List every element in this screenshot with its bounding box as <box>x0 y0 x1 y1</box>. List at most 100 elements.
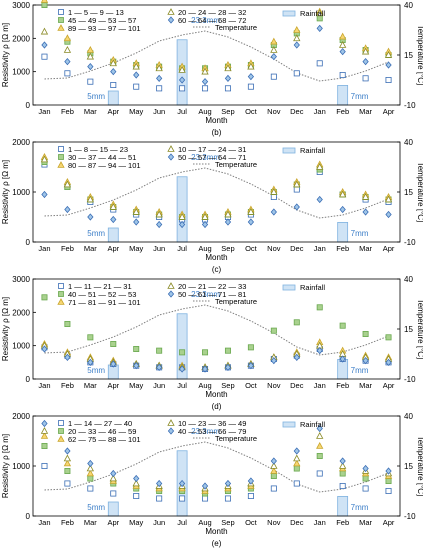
y2-tick-label: 15 <box>404 462 413 471</box>
rainfall-bar <box>337 495 349 517</box>
data-point <box>293 186 300 193</box>
x-tick-label: May <box>129 381 143 390</box>
data-point <box>86 195 95 203</box>
x-tick-label: Apr <box>383 518 395 527</box>
legend-label: 1 — 8 — 15 — 23 <box>68 145 128 154</box>
data-point <box>86 45 95 53</box>
legend-rainfall-label: Rainfall <box>300 9 325 18</box>
x-tick-label: Mar <box>84 381 97 390</box>
data-point <box>224 85 231 92</box>
data-point <box>224 347 231 354</box>
data-point <box>87 334 94 341</box>
rainfall-label-low-2: 7mm <box>351 366 369 375</box>
data-point <box>156 479 163 488</box>
legend-marker <box>58 17 64 23</box>
data-point <box>41 41 48 49</box>
x-tick-label: May <box>129 518 143 527</box>
legend-label: 30 — 37 — 44 — 51 <box>68 153 136 162</box>
data-point <box>362 208 369 216</box>
data-point <box>316 24 323 32</box>
left-axis-label: Resistivity ρ [Ω m] <box>1 23 10 87</box>
data-point <box>63 454 72 462</box>
rainfall-bar <box>107 501 119 517</box>
data-point <box>179 495 186 502</box>
data-point <box>156 363 163 371</box>
data-point <box>132 62 140 70</box>
data-point <box>41 345 48 353</box>
x-axis-label: Month <box>205 527 227 536</box>
data-point <box>110 68 117 76</box>
x-tick-label: Apr <box>107 381 119 390</box>
x-tick-label: Sep <box>221 518 234 527</box>
x-axis-label: Month <box>205 253 227 262</box>
data-point <box>86 464 95 472</box>
data-point <box>270 485 277 492</box>
data-point <box>224 210 232 218</box>
legend-label: 1 — 5 — 9 — 13 <box>68 8 124 17</box>
data-point <box>384 50 393 58</box>
data-point <box>178 65 186 73</box>
legend-marker <box>58 283 64 289</box>
x-tick-label: Jun <box>153 381 165 390</box>
data-point <box>132 207 140 215</box>
data-point <box>247 83 254 90</box>
x-tick-label: Nov <box>267 107 281 116</box>
legend-temperature-label: Temperature <box>215 297 257 306</box>
x-tick-label: Mar <box>84 518 97 527</box>
data-point <box>41 2 48 8</box>
x-tick-label: Mar <box>84 107 97 116</box>
legend-label: 20 — 33 — 46 — 59 <box>68 427 136 436</box>
data-point <box>63 459 72 467</box>
data-point <box>64 447 71 455</box>
legend-marker <box>167 8 175 15</box>
y2-tick-label: 15 <box>404 325 413 334</box>
y2-tick-label: -10 <box>404 512 416 521</box>
panel-caption: (e) <box>212 539 222 548</box>
y2-tick-label: 40 <box>404 275 413 284</box>
data-point <box>86 52 95 60</box>
legend-marker <box>167 427 175 435</box>
data-point <box>202 349 209 356</box>
x-tick-label: Jan <box>38 107 50 116</box>
data-point <box>270 357 277 365</box>
x-tick-label: Feb <box>336 518 349 527</box>
x-tick-label: Oct <box>245 107 258 116</box>
data-point <box>87 485 94 492</box>
x-tick-label: Aug <box>198 244 211 253</box>
data-point <box>247 62 255 70</box>
y2-tick-label: -10 <box>404 375 416 384</box>
data-point <box>86 469 95 477</box>
data-point <box>270 327 277 334</box>
x-tick-label: Apr <box>383 107 395 116</box>
legend-temperature-label: Temperature <box>215 434 257 443</box>
x-tick-label: Sep <box>221 381 234 390</box>
rainfall-label-low: 5mm <box>87 92 105 101</box>
legend-label: 50 — 61 — 71 — 81 <box>178 290 246 299</box>
y2-tick-label: -10 <box>404 238 416 247</box>
data-point <box>224 218 232 226</box>
data-point <box>247 362 255 370</box>
data-point <box>40 0 49 3</box>
legend-marker <box>58 146 64 152</box>
x-tick-label: Apr <box>107 518 119 527</box>
data-point <box>132 479 140 487</box>
left-axis-label: Resistivity ρ [Ω m] <box>1 160 10 224</box>
rainfall-bar <box>107 227 119 243</box>
rainfall-bar <box>176 176 188 243</box>
data-point <box>133 474 140 483</box>
data-point <box>316 162 324 170</box>
data-point <box>64 205 71 214</box>
x-tick-label: Jan <box>314 244 326 253</box>
data-point <box>201 482 209 490</box>
data-point <box>87 78 94 85</box>
rainfall-bar <box>107 90 119 106</box>
x-tick-label: Dec <box>290 107 304 116</box>
data-point <box>64 480 71 487</box>
data-point <box>316 470 323 477</box>
rainfall-label-low-2: 7mm <box>351 503 369 512</box>
data-point <box>362 330 369 337</box>
legend-rainfall-swatch <box>282 284 296 291</box>
legend-rainfall-label: Rainfall <box>300 283 325 292</box>
y2-tick-label: 40 <box>404 138 413 147</box>
data-point <box>362 485 369 492</box>
